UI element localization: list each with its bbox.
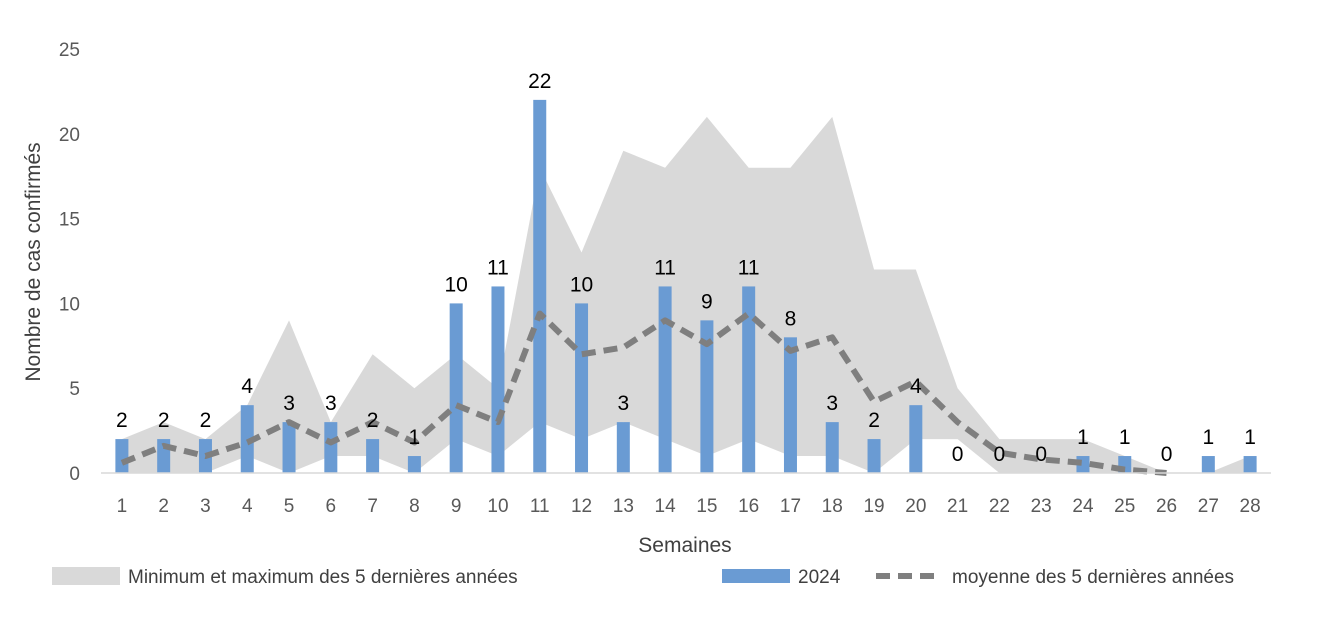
data-label-week-27: 1 — [1202, 426, 1214, 449]
x-tick-label: 15 — [696, 496, 717, 517]
x-tick-label: 16 — [738, 496, 759, 517]
data-label-week-6: 3 — [325, 392, 337, 415]
x-tick-label: 18 — [822, 496, 843, 517]
x-tick-label: 6 — [326, 496, 337, 517]
data-label-week-10: 11 — [487, 256, 509, 279]
x-tick-label: 25 — [1114, 496, 1135, 517]
data-label-week-9: 10 — [444, 273, 467, 296]
legend: Minimum et maximum des 5 dernières année… — [52, 567, 1234, 588]
data-label-week-2: 2 — [158, 409, 170, 432]
x-tick-label: 4 — [242, 496, 253, 517]
data-label-week-13: 3 — [617, 392, 629, 415]
bar-week-7 — [366, 439, 380, 473]
data-label-week-1: 2 — [116, 409, 128, 432]
data-label-week-18: 3 — [826, 392, 838, 415]
x-tick-label: 1 — [117, 496, 128, 517]
data-label-week-4: 4 — [241, 375, 253, 398]
bar-week-5 — [282, 422, 296, 473]
data-label-week-16: 11 — [738, 256, 760, 279]
x-tick-label: 19 — [863, 496, 884, 517]
data-label-week-14: 11 — [654, 256, 676, 279]
bar-week-19 — [867, 439, 881, 473]
x-tick-label: 8 — [409, 496, 420, 517]
x-axis-label: Semaines — [638, 534, 731, 557]
bar-week-13 — [616, 422, 630, 473]
bar-week-15 — [700, 320, 714, 473]
bar-week-4 — [240, 405, 254, 473]
min-max-band — [121, 116, 1251, 473]
data-label-week-7: 2 — [367, 409, 379, 432]
x-tick-label: 11 — [530, 496, 550, 517]
bar-week-12 — [575, 303, 589, 473]
legend-label-bars: 2024 — [798, 567, 841, 588]
x-tick-label: 27 — [1198, 496, 1219, 517]
x-tick-label: 17 — [780, 496, 801, 517]
x-tick-label: 28 — [1240, 496, 1261, 517]
legend-label-band: Minimum et maximum des 5 dernières année… — [128, 567, 518, 588]
x-tick-label: 3 — [200, 496, 211, 517]
data-label-week-19: 2 — [868, 409, 880, 432]
bar-week-16 — [742, 286, 756, 473]
x-tick-label: 21 — [947, 496, 968, 517]
x-tick-label: 13 — [613, 496, 634, 517]
data-label-week-20: 4 — [910, 375, 922, 398]
y-tick-label: 25 — [59, 40, 80, 61]
x-tick-label: 22 — [989, 496, 1010, 517]
mean-line — [120, 310, 1167, 476]
data-label-week-25: 1 — [1119, 426, 1131, 449]
data-label-week-8: 1 — [409, 426, 421, 449]
x-tick-label: 24 — [1072, 496, 1094, 517]
legend-swatch-bars — [722, 569, 790, 583]
data-label-week-28: 1 — [1244, 426, 1256, 449]
x-tick-label: 26 — [1156, 496, 1177, 517]
y-tick-label: 5 — [69, 379, 80, 400]
bar-week-8 — [407, 456, 421, 473]
bar-week-11 — [533, 99, 547, 473]
x-tick-label: 5 — [284, 496, 295, 517]
legend-label-line: moyenne des 5 dernières années — [952, 567, 1234, 588]
data-label-week-24: 1 — [1077, 426, 1089, 449]
y-tick-label: 20 — [59, 125, 80, 146]
legend-swatch-band — [52, 567, 120, 585]
x-tick-label: 7 — [367, 496, 378, 517]
bar-week-10 — [491, 286, 505, 473]
bar-week-9 — [449, 303, 463, 473]
data-label-week-21: 0 — [952, 443, 964, 466]
x-tick-label: 10 — [487, 496, 508, 517]
x-tick-label: 23 — [1031, 496, 1052, 517]
data-label-week-12: 10 — [570, 273, 593, 296]
y-tick-label: 10 — [59, 294, 80, 315]
y-tick-label: 15 — [59, 210, 80, 231]
bar-week-18 — [825, 422, 839, 473]
bar-week-28 — [1243, 456, 1257, 473]
x-tick-label: 2 — [158, 496, 169, 517]
data-label-week-5: 3 — [283, 392, 295, 415]
x-tick-label: 14 — [655, 496, 677, 517]
data-label-week-11: 22 — [528, 70, 551, 93]
data-label-week-26: 0 — [1161, 443, 1173, 466]
x-tick-label: 9 — [451, 496, 462, 517]
data-label-week-3: 2 — [200, 409, 212, 432]
x-tick-label: 12 — [571, 496, 592, 517]
bar-week-20 — [909, 405, 923, 473]
data-label-week-15: 9 — [701, 290, 713, 313]
bar-week-14 — [658, 286, 672, 473]
y-tick-label: 0 — [69, 464, 80, 485]
x-tick-label: 20 — [905, 496, 926, 517]
data-label-week-17: 8 — [785, 307, 797, 330]
data-label-week-23: 0 — [1035, 443, 1047, 466]
bar-week-27 — [1201, 456, 1215, 473]
data-label-week-22: 0 — [994, 443, 1006, 466]
bar-week-6 — [324, 422, 338, 473]
y-axis-label: Nombre de cas confirmés — [22, 142, 45, 381]
bar-week-17 — [783, 337, 797, 473]
bar-week-1 — [115, 439, 129, 473]
